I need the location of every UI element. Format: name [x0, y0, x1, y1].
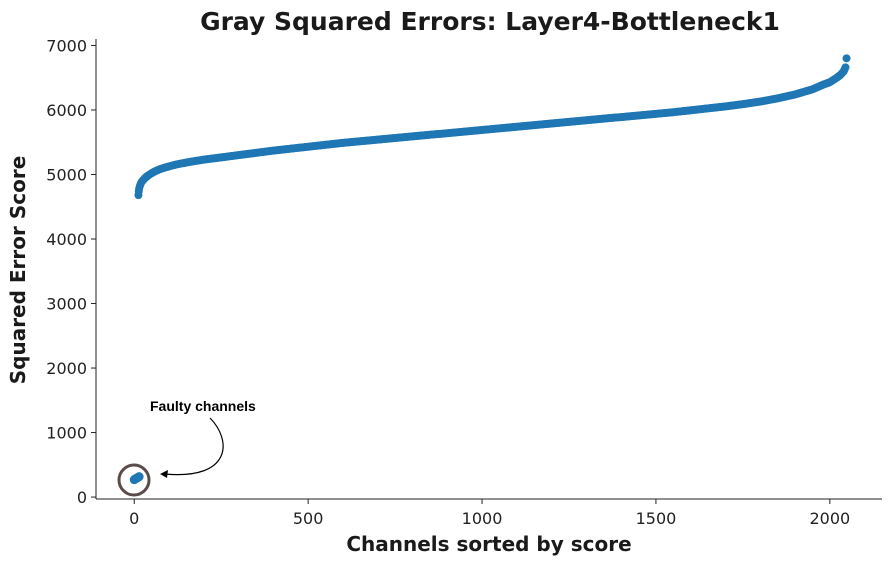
data-point: [841, 63, 850, 72]
y-tick-label: 1000: [46, 424, 87, 443]
x-axis-label: Channels sorted by score: [346, 532, 631, 556]
faulty-channels-circle: [117, 463, 151, 497]
chart-title: Gray Squared Errors: Layer4-Bottleneck1: [200, 7, 780, 36]
y-ticks: 0 1000 2000 3000 4000 5000 6000 7000: [46, 36, 96, 507]
faulty-data-point: [134, 472, 144, 482]
x-tick-label: 1500: [636, 509, 677, 528]
data-point: [842, 54, 851, 63]
x-tick-label: 1000: [462, 509, 503, 528]
y-tick-label: 4000: [46, 230, 87, 249]
x-ticks: 0 500 1000 1500 2000: [129, 499, 850, 528]
annotation-label: Faulty channels: [150, 398, 256, 414]
y-tick-label: 5000: [46, 165, 87, 184]
y-tick-label: 0: [77, 488, 87, 507]
y-tick-label: 3000: [46, 295, 87, 314]
annotation-arrow: [164, 417, 224, 476]
x-tick-label: 500: [293, 509, 324, 528]
x-tick-label: 2000: [809, 509, 850, 528]
y-axis-label: Squared Error Score: [6, 156, 30, 385]
y-tick-label: 7000: [46, 36, 87, 55]
x-tick-label: 0: [129, 509, 139, 528]
y-tick-label: 2000: [46, 359, 87, 378]
y-tick-label: 6000: [46, 101, 87, 120]
data-points: [129, 54, 851, 485]
annotation-arrowhead: [160, 470, 168, 478]
